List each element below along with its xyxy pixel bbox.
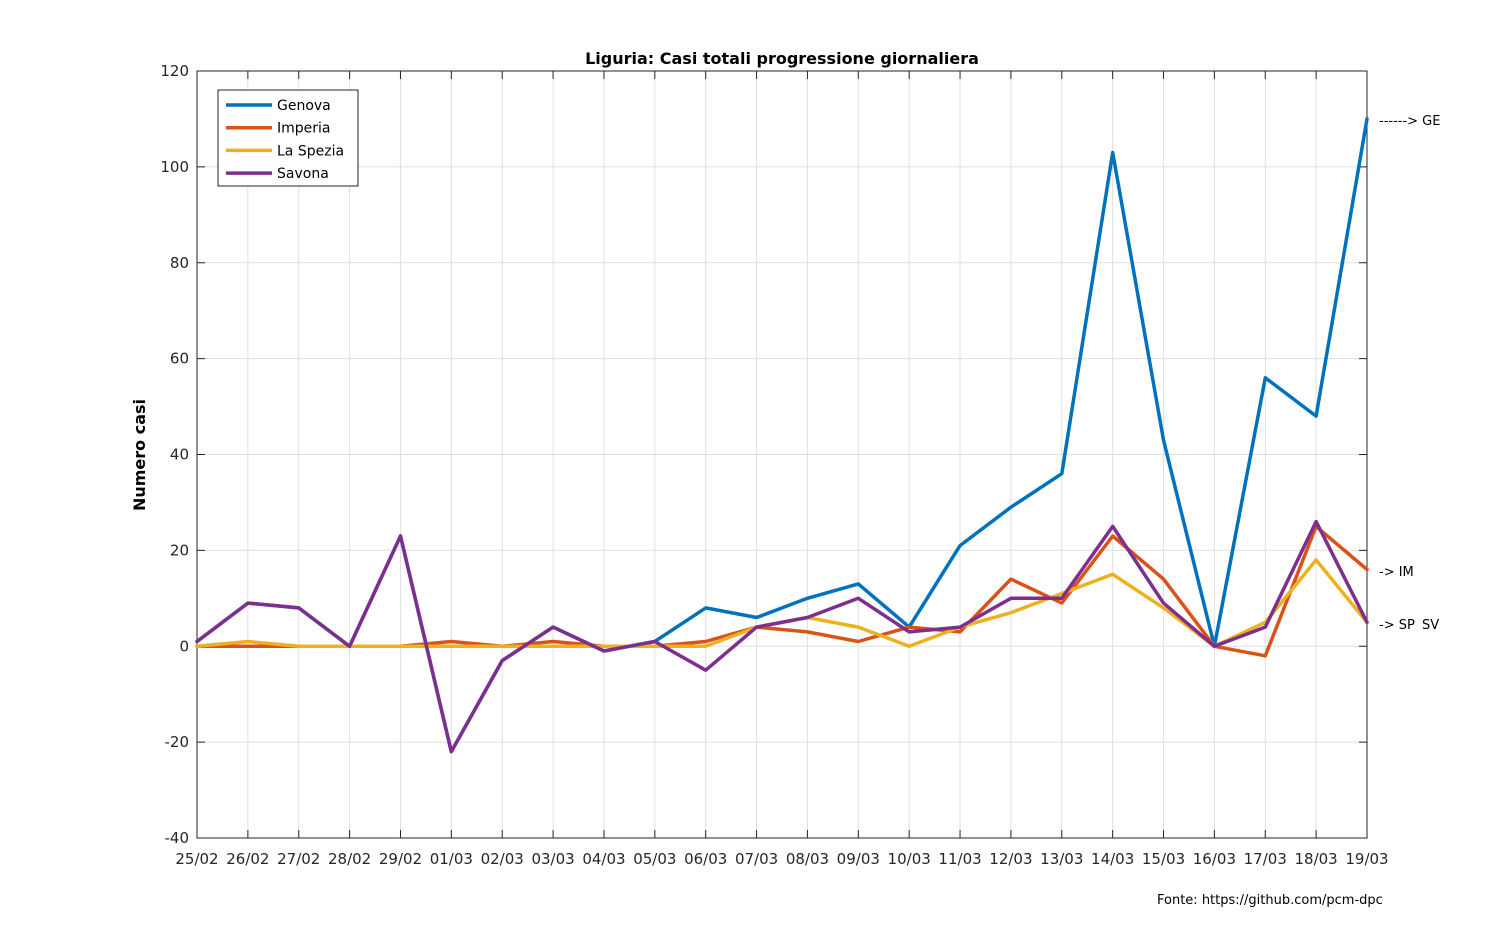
y-tick-label: 120 — [160, 62, 189, 80]
x-tick-label: 16/03 — [1193, 850, 1236, 868]
ticks: -40 -20 0 20 40 60 80 100 120 25/02 26/02 27/02 28/0… — [160, 62, 1388, 868]
x-tick-label: 27/02 — [277, 850, 320, 868]
legend-label: La Spezia — [277, 143, 344, 159]
series-line-savona — [195, 519, 1369, 754]
x-tick-label: 13/03 — [1040, 850, 1083, 868]
annotation-genova: ------> GE — [1379, 114, 1440, 129]
x-tick-label: 11/03 — [938, 850, 981, 868]
x-tick-label: 04/03 — [582, 850, 625, 868]
y-tick-label: -20 — [165, 733, 190, 751]
x-tick-label: 19/03 — [1345, 850, 1388, 868]
y-tick-label: 40 — [170, 446, 189, 464]
y-tick-label: -40 — [165, 829, 190, 847]
x-tick-label: 02/03 — [481, 850, 524, 868]
legend-label: Savona — [277, 166, 329, 182]
x-tick-label: 09/03 — [837, 850, 880, 868]
x-tick-label: 15/03 — [1142, 850, 1185, 868]
annotation-la-spezia: -> SP — [1379, 618, 1415, 633]
annotation-savona: SV — [1422, 618, 1439, 633]
x-tick-label: 28/02 — [328, 850, 371, 868]
series-annotations: ------> GE -> IM -> SP SV — [1379, 114, 1440, 633]
y-tick-label: 20 — [170, 541, 189, 559]
x-tick-label: 10/03 — [888, 850, 931, 868]
y-tick-label: 100 — [160, 158, 189, 176]
x-tick-label: 12/03 — [989, 850, 1032, 868]
x-tick-label: 18/03 — [1295, 850, 1338, 868]
grid — [196, 70, 1368, 839]
chart-title: Liguria: Casi totali progressione giorna… — [585, 49, 979, 68]
x-tick-label: 25/02 — [175, 850, 218, 868]
y-tick-label: 0 — [179, 637, 189, 655]
x-tick-label: 05/03 — [633, 850, 676, 868]
x-tick-label: 07/03 — [735, 850, 778, 868]
x-tick-label: 14/03 — [1091, 850, 1134, 868]
x-tick-label: 01/03 — [430, 850, 473, 868]
legend-label: Genova — [277, 98, 331, 114]
legend: Genova Imperia La Spezia Savona — [217, 89, 359, 187]
y-tick-label: 80 — [170, 254, 189, 272]
x-tick-label: 29/02 — [379, 850, 422, 868]
x-tick-label: 03/03 — [531, 850, 574, 868]
x-tick-label: 26/02 — [226, 850, 269, 868]
y-tick-label: 60 — [170, 350, 189, 368]
x-tick-label: 17/03 — [1244, 850, 1287, 868]
x-tick-label: 06/03 — [684, 850, 727, 868]
series-lines — [195, 117, 1369, 754]
source-text: Fonte: https://github.com/pcm-dpc — [1157, 893, 1383, 908]
legend-label: Imperia — [277, 121, 331, 137]
y-axis-label: Numero casi — [130, 399, 149, 511]
annotation-imperia: -> IM — [1379, 565, 1414, 580]
x-tick-label: 08/03 — [786, 850, 829, 868]
